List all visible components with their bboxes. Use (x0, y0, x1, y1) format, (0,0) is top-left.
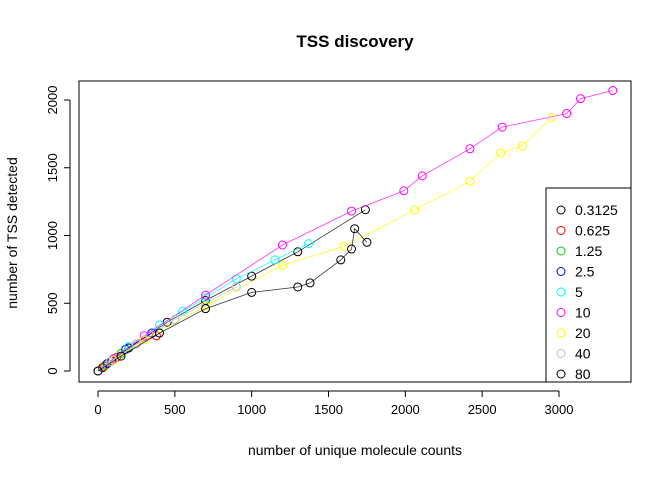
data-point (277, 260, 287, 270)
y-axis: 0 500 1000 1500 2000 (45, 86, 71, 375)
series-line (97, 117, 552, 372)
legend-marker (556, 267, 566, 276)
series-80 (93, 224, 372, 376)
data-point (93, 366, 103, 376)
data-point (399, 186, 409, 196)
legend: 0.3125 0.625 1.25 2.5 5 10 20 40 80 (545, 187, 632, 383)
series-line (97, 227, 368, 372)
data-point (362, 237, 372, 247)
x-tick-label: 1000 (237, 402, 266, 417)
data-point (170, 315, 180, 325)
data-point (201, 301, 211, 311)
data-point (410, 205, 420, 215)
data-point (201, 290, 211, 300)
series-line (97, 286, 237, 372)
data-point (247, 287, 257, 297)
data-point (131, 339, 141, 349)
y-axis-label: number of TSS detected (4, 157, 20, 309)
legend-label: 5 (575, 284, 583, 300)
data-point (496, 148, 506, 158)
data-point (350, 224, 360, 234)
data-point (247, 271, 257, 281)
legend-label: 2.5 (575, 264, 595, 280)
data-point (277, 240, 287, 250)
data-point (304, 239, 314, 249)
legend-label: 0.3125 (575, 202, 618, 218)
data-point (336, 255, 346, 265)
series-0.3125 (93, 205, 370, 376)
x-tick-label: 500 (164, 402, 186, 417)
data-point (305, 278, 315, 288)
data-point (99, 361, 109, 371)
x-axis: 0 500 1000 1500 2000 2500 3000 (94, 390, 574, 417)
legend-label: 0.625 (575, 223, 610, 239)
data-point (465, 176, 475, 186)
legend-label: 80 (575, 366, 591, 382)
legend-label: 1.25 (575, 243, 602, 259)
data-point (201, 304, 211, 314)
x-tick-label: 0 (94, 402, 101, 417)
data-point (293, 282, 303, 292)
y-tick-label: 500 (45, 292, 60, 314)
data-point (546, 113, 556, 123)
data-point (293, 247, 303, 257)
data-point (231, 282, 241, 292)
data-point (497, 122, 507, 132)
data-point (105, 357, 115, 367)
legend-marker (556, 287, 566, 297)
data-point (151, 331, 161, 341)
y-tick-label: 2000 (45, 86, 60, 115)
legend-label: 10 (575, 305, 591, 321)
y-tick-label: 0 (45, 367, 60, 374)
data-point (576, 94, 586, 104)
data-point (608, 86, 618, 96)
series-20 (93, 113, 556, 376)
y-tick-label: 1000 (45, 221, 60, 250)
data-point (339, 241, 349, 251)
data-point (417, 171, 427, 181)
data-point (347, 206, 357, 216)
x-axis-label: number of unique molecule counts (248, 442, 462, 458)
legend-marker (556, 308, 566, 317)
series-line (97, 209, 366, 372)
legend-marker (556, 246, 566, 256)
chart-title: TSS discovery (296, 32, 414, 51)
legend-marker (556, 205, 566, 215)
data-point (562, 109, 572, 119)
data-point (154, 328, 164, 338)
x-tick-label: 3000 (545, 402, 574, 417)
legend-label: 40 (575, 346, 591, 362)
data-point (101, 360, 111, 370)
x-tick-label: 1500 (314, 402, 343, 417)
x-tick-label: 2500 (468, 402, 497, 417)
data-point (465, 144, 475, 154)
data-point (517, 141, 527, 151)
legend-marker (556, 349, 566, 358)
x-tick-label: 2000 (391, 402, 420, 417)
legend-marker (556, 369, 566, 379)
y-tick-label: 1500 (45, 153, 60, 182)
data-point (270, 255, 280, 265)
legend-marker (556, 226, 566, 235)
legend-label: 20 (575, 325, 591, 341)
series-layer (93, 86, 618, 376)
data-point (116, 351, 126, 361)
legend-marker (556, 328, 566, 338)
data-point (347, 244, 357, 254)
